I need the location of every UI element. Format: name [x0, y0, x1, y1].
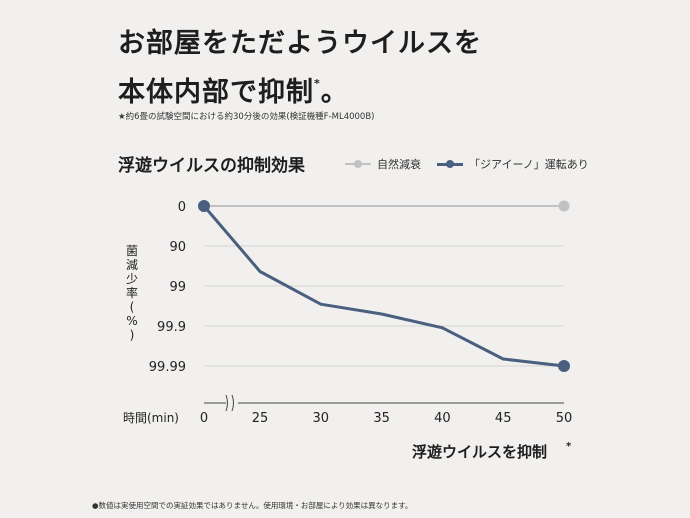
y-tick-label-3: 99.9	[157, 320, 186, 335]
x-tick-label-3: 35	[373, 411, 390, 426]
y-tick-label-4: 99.99	[149, 360, 186, 375]
y-tick-label-2: 99	[169, 280, 186, 295]
footnote: ●数値は実使用空間での実証効果ではありません。使用環境・お部屋により効果は異なり…	[92, 501, 413, 510]
x-axis-caption: 浮遊ウイルスを抑制	[412, 443, 547, 461]
legend-label-natural: 自然減衰	[377, 158, 421, 171]
headline-line-2: 本体内部で抑制*。	[118, 64, 482, 113]
x-tick-label-4: 40	[434, 411, 451, 426]
x-axis-break-mark-2	[231, 394, 234, 412]
y-axis-label: 菌減少率(%)	[126, 244, 138, 342]
series-1-point-end	[558, 360, 570, 372]
legend-item-product: 「ジアイーノ」運転あり	[437, 156, 589, 172]
legend-label-product: 「ジアイーノ」運転あり	[469, 158, 589, 171]
x-tick-label-0: 0	[200, 411, 208, 426]
headline-line-2-end: 。	[320, 77, 349, 108]
headline-mark: *	[314, 77, 321, 90]
x-axis-break-mark-1	[225, 394, 228, 412]
x-tick-label-2: 30	[313, 411, 330, 426]
x-tick-label-6: 50	[556, 411, 573, 426]
series-line-1	[202, 205, 565, 368]
test-condition-note: ★約6畳の試験空間における約30分後の効果(検証機種F-ML4000B)	[118, 112, 375, 122]
chart-title: 浮遊ウイルスの抑制効果	[118, 156, 305, 176]
series-0-point-end	[558, 200, 570, 212]
x-tick-label-5: 45	[495, 411, 512, 426]
headline: お部屋をただようウイルスを 本体内部で抑制*。	[118, 24, 482, 113]
legend-swatch-product	[437, 159, 463, 169]
x-tick-label-1: 25	[252, 411, 269, 426]
legend-swatch-natural	[345, 159, 371, 169]
series-1-point-start	[198, 200, 210, 212]
legend-item-natural: 自然減衰	[345, 156, 421, 172]
headline-line-1: お部屋をただようウイルスを	[118, 28, 482, 59]
chart-legend: 自然減衰 「ジアイーノ」運転あり	[345, 156, 605, 172]
x-axis-label: 時間(min)	[123, 411, 179, 425]
headline-line-2-text: 本体内部で抑制	[118, 77, 314, 108]
x-axis-caption-mark: *	[566, 441, 572, 452]
y-tick-label-0: 0	[178, 200, 186, 215]
y-tick-label-1: 90	[169, 240, 186, 255]
